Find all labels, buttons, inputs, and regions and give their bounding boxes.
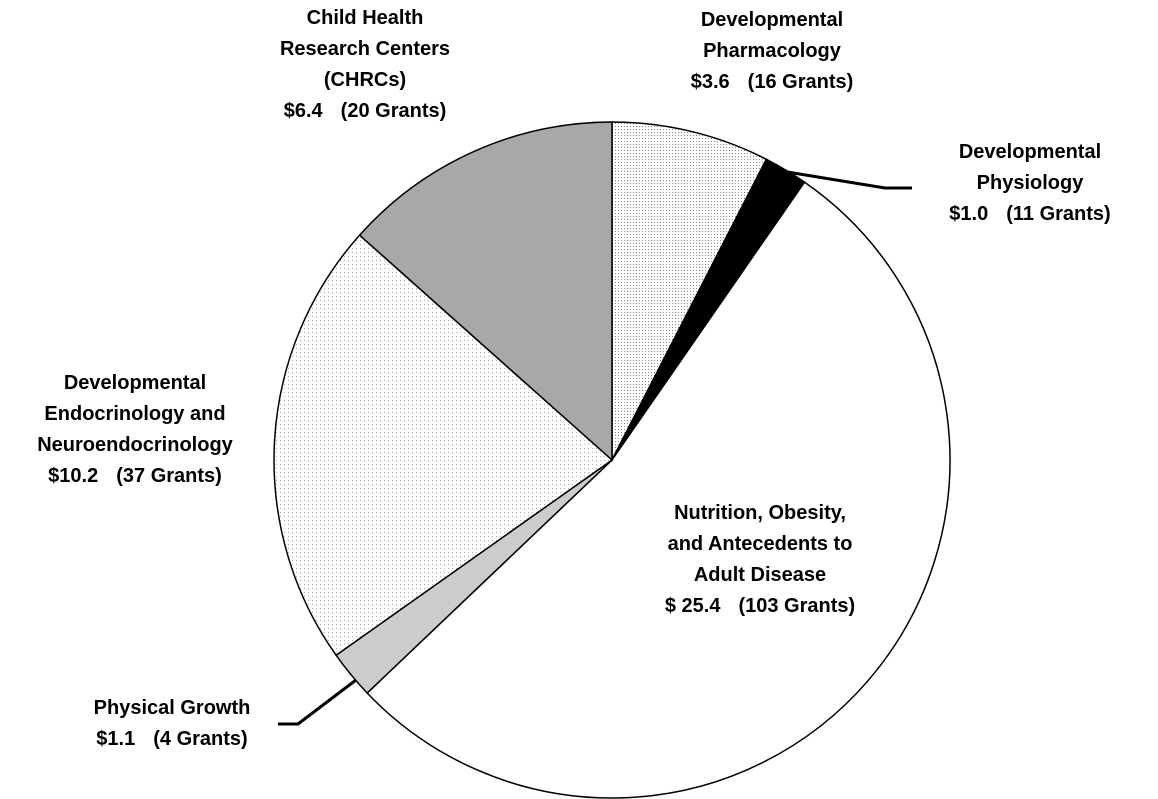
pie-slice [273, 234, 614, 657]
slice-label: Developmental Physiology $1.0 (11 Grants) [949, 137, 1110, 230]
pie-slice [366, 181, 951, 799]
slice-label: Physical Growth $1.1 (4 Grants) [94, 693, 251, 755]
category-name: Developmental Endocrinology and Neuroend… [37, 372, 233, 456]
grant-count: (20 Grants) [340, 100, 447, 122]
slice-label: Developmental Pharmacology $3.6 (16 Grants… [691, 5, 854, 98]
grant-count: (103 Grants) [738, 595, 856, 617]
category-name: Developmental Physiology [958, 141, 1102, 194]
category-name: Nutrition, Obesity, and Antecedents to A… [667, 502, 853, 586]
value-line: $1.1 (4 Grants) [94, 724, 251, 755]
slice-label: Nutrition, Obesity, and Antecedents to A… [665, 498, 855, 622]
leader-line [774, 168, 912, 190]
value-line: $6.4 (20 Grants) [280, 96, 450, 127]
grant-count: (11 Grants) [1006, 203, 1111, 225]
value-label: $1.0 [949, 203, 989, 225]
value-line: $10.2 (37 Grants) [37, 461, 233, 492]
value-label: $ 25.4 [664, 595, 721, 617]
pie-slice [611, 121, 768, 461]
grant-count: (4 Grants) [153, 728, 248, 750]
value-label: $1.1 [96, 728, 136, 750]
pie-slice [358, 121, 613, 462]
slice-label: Developmental Endocrinology and Neuroend… [37, 368, 233, 492]
category-name: Developmental Pharmacology [700, 9, 844, 62]
value-label: $10.2 [48, 465, 99, 487]
value-line: $1.0 (11 Grants) [949, 199, 1110, 230]
value-label: $6.4 [283, 100, 323, 122]
grant-count: (37 Grants) [116, 465, 222, 487]
grant-count: (16 Grants) [747, 71, 854, 93]
value-line: $ 25.4 (103 Grants) [665, 591, 855, 622]
value-line: $3.6 (16 Grants) [691, 67, 854, 98]
value-label: $3.6 [690, 71, 730, 93]
category-name: Child Health Research Centers (CHRCs) [279, 7, 451, 91]
slice-label: Child Health Research Centers (CHRCs) $6.… [280, 3, 450, 127]
leader-line [278, 678, 357, 726]
category-name: Physical Growth [93, 697, 251, 719]
